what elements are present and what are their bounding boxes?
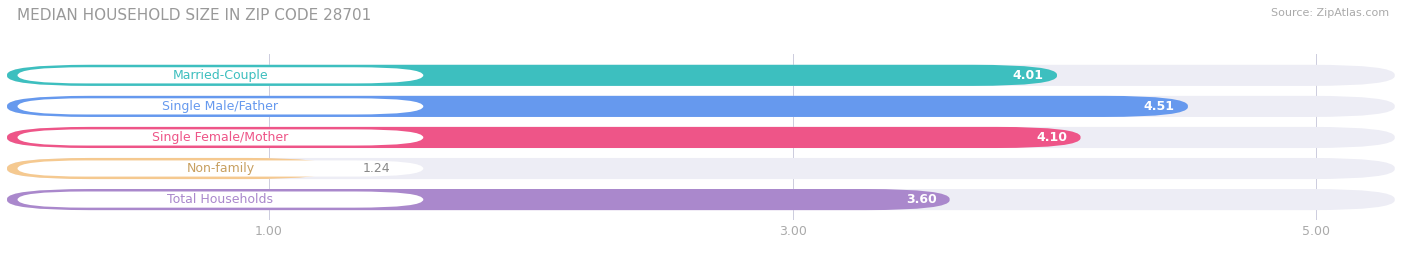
Text: 3.60: 3.60 — [905, 193, 936, 206]
Text: 1.24: 1.24 — [363, 162, 391, 175]
FancyBboxPatch shape — [7, 189, 1395, 210]
FancyBboxPatch shape — [17, 161, 423, 177]
FancyBboxPatch shape — [17, 192, 423, 208]
FancyBboxPatch shape — [7, 127, 1081, 148]
Text: Total Households: Total Households — [167, 193, 273, 206]
FancyBboxPatch shape — [7, 65, 1395, 86]
FancyBboxPatch shape — [7, 96, 1188, 117]
FancyBboxPatch shape — [7, 127, 1395, 148]
Text: Non-family: Non-family — [187, 162, 254, 175]
FancyBboxPatch shape — [7, 65, 1057, 86]
Text: Single Female/Mother: Single Female/Mother — [152, 131, 288, 144]
Text: Source: ZipAtlas.com: Source: ZipAtlas.com — [1271, 8, 1389, 18]
Text: MEDIAN HOUSEHOLD SIZE IN ZIP CODE 28701: MEDIAN HOUSEHOLD SIZE IN ZIP CODE 28701 — [17, 8, 371, 23]
FancyBboxPatch shape — [17, 98, 423, 114]
Text: 4.51: 4.51 — [1144, 100, 1175, 113]
FancyBboxPatch shape — [17, 67, 423, 83]
FancyBboxPatch shape — [7, 158, 332, 179]
Text: 4.10: 4.10 — [1036, 131, 1067, 144]
Text: Single Male/Father: Single Male/Father — [163, 100, 278, 113]
Text: Married-Couple: Married-Couple — [173, 69, 269, 82]
Text: 4.01: 4.01 — [1012, 69, 1043, 82]
FancyBboxPatch shape — [7, 96, 1395, 117]
FancyBboxPatch shape — [7, 158, 1395, 179]
FancyBboxPatch shape — [7, 189, 949, 210]
FancyBboxPatch shape — [17, 129, 423, 146]
